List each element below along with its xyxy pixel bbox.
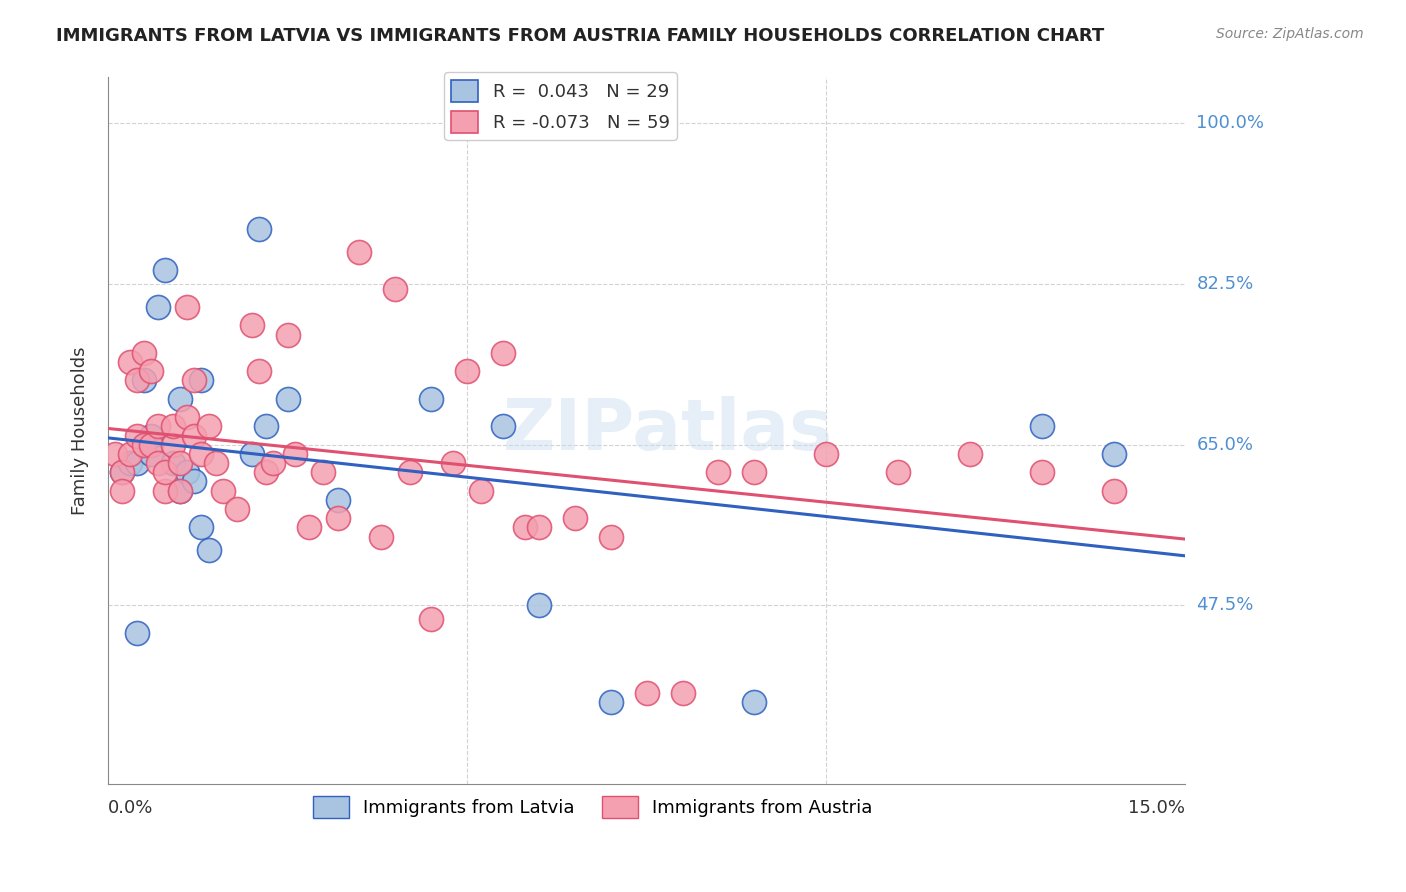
Point	[155, 483, 177, 498]
Point	[599, 529, 621, 543]
Point	[887, 465, 910, 479]
Point	[707, 465, 730, 479]
Text: 65.0%: 65.0%	[1197, 435, 1254, 454]
Point	[398, 465, 420, 479]
Point	[183, 373, 205, 387]
Text: Source: ZipAtlas.com: Source: ZipAtlas.com	[1216, 27, 1364, 41]
Text: 47.5%: 47.5%	[1197, 597, 1254, 615]
Point	[176, 465, 198, 479]
Point	[599, 695, 621, 709]
Point	[420, 612, 443, 626]
Y-axis label: Family Households: Family Households	[72, 347, 89, 516]
Point	[139, 428, 162, 442]
Point	[111, 465, 134, 479]
Point	[298, 520, 321, 534]
Point	[169, 456, 191, 470]
Point	[104, 447, 127, 461]
Point	[148, 456, 170, 470]
Point	[148, 419, 170, 434]
Point	[671, 685, 693, 699]
Point	[162, 456, 184, 470]
Point	[183, 475, 205, 489]
Point	[277, 392, 299, 406]
Text: ZIPatlas: ZIPatlas	[503, 396, 834, 466]
Point	[420, 392, 443, 406]
Point	[1102, 483, 1125, 498]
Point	[744, 465, 766, 479]
Point	[284, 447, 307, 461]
Point	[162, 438, 184, 452]
Point	[125, 373, 148, 387]
Legend: Immigrants from Latvia, Immigrants from Austria: Immigrants from Latvia, Immigrants from …	[305, 789, 880, 825]
Point	[125, 428, 148, 442]
Point	[254, 465, 277, 479]
Point	[636, 685, 658, 699]
Point	[326, 492, 349, 507]
Point	[111, 465, 134, 479]
Point	[111, 483, 134, 498]
Point	[370, 529, 392, 543]
Point	[118, 355, 141, 369]
Point	[139, 438, 162, 452]
Point	[312, 465, 335, 479]
Point	[169, 483, 191, 498]
Point	[384, 282, 406, 296]
Point	[118, 456, 141, 470]
Point	[125, 626, 148, 640]
Point	[169, 483, 191, 498]
Point	[176, 300, 198, 314]
Point	[176, 410, 198, 425]
Text: 82.5%: 82.5%	[1197, 275, 1254, 293]
Point	[139, 447, 162, 461]
Point	[240, 318, 263, 333]
Point	[155, 263, 177, 277]
Point	[527, 599, 550, 613]
Point	[197, 543, 219, 558]
Point	[226, 502, 249, 516]
Text: IMMIGRANTS FROM LATVIA VS IMMIGRANTS FROM AUSTRIA FAMILY HOUSEHOLDS CORRELATION : IMMIGRANTS FROM LATVIA VS IMMIGRANTS FRO…	[56, 27, 1105, 45]
Point	[247, 222, 270, 236]
Point	[441, 456, 464, 470]
Point	[1102, 447, 1125, 461]
Point	[212, 483, 235, 498]
Point	[959, 447, 981, 461]
Point	[197, 419, 219, 434]
Point	[190, 373, 212, 387]
Point	[262, 456, 284, 470]
Point	[513, 520, 536, 534]
Point	[132, 438, 155, 452]
Point	[744, 695, 766, 709]
Point	[240, 447, 263, 461]
Text: 0.0%: 0.0%	[108, 798, 153, 816]
Point	[277, 327, 299, 342]
Point	[139, 364, 162, 378]
Point	[349, 244, 371, 259]
Point	[169, 392, 191, 406]
Point	[132, 373, 155, 387]
Point	[183, 428, 205, 442]
Point	[492, 419, 515, 434]
Point	[456, 364, 478, 378]
Point	[190, 520, 212, 534]
Point	[1031, 419, 1053, 434]
Point	[155, 465, 177, 479]
Point	[470, 483, 492, 498]
Point	[125, 456, 148, 470]
Point	[162, 419, 184, 434]
Point	[326, 511, 349, 525]
Text: 100.0%: 100.0%	[1197, 114, 1264, 132]
Point	[118, 447, 141, 461]
Point	[190, 447, 212, 461]
Point	[815, 447, 838, 461]
Point	[247, 364, 270, 378]
Text: 15.0%: 15.0%	[1129, 798, 1185, 816]
Point	[492, 346, 515, 360]
Point	[527, 520, 550, 534]
Point	[132, 346, 155, 360]
Point	[564, 511, 586, 525]
Point	[148, 300, 170, 314]
Point	[1031, 465, 1053, 479]
Point	[254, 419, 277, 434]
Point	[204, 456, 226, 470]
